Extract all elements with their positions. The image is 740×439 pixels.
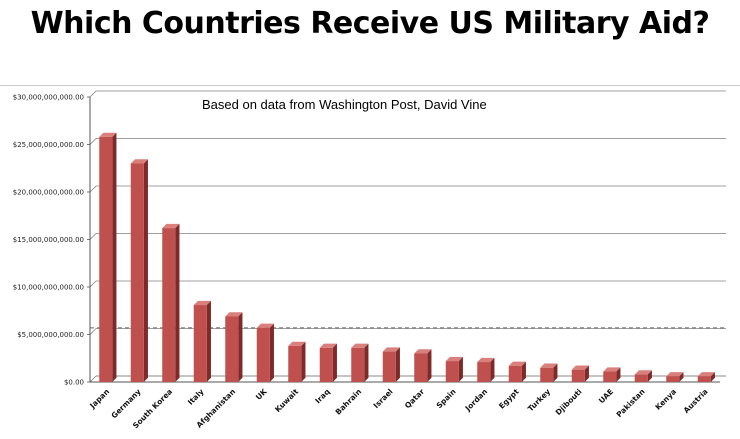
y-tick-label: $20,000,000,000.00	[13, 189, 84, 197]
bar	[666, 376, 680, 382]
bars	[99, 132, 715, 382]
bar-side	[206, 300, 211, 382]
gridline-wall	[89, 138, 97, 145]
x-tick-label: UK	[254, 386, 270, 402]
x-tick-label: Spain	[435, 387, 458, 410]
bar-top	[256, 323, 274, 328]
bar-top	[193, 300, 211, 306]
axes	[87, 96, 726, 383]
bar-side	[616, 367, 621, 382]
bar-top	[508, 361, 526, 366]
bar-side	[490, 357, 495, 382]
x-tick-label: Israel	[372, 387, 395, 410]
bar-side	[238, 312, 243, 382]
x-tick-label: Jordan	[463, 387, 489, 413]
x-tick-label: Kuwait	[273, 387, 300, 414]
y-tick-label: $25,000,000,000.00	[13, 141, 84, 149]
x-tick-label: Iraq	[313, 387, 331, 405]
bar-side	[458, 356, 463, 382]
bar	[225, 316, 239, 382]
bar	[634, 374, 648, 382]
bar	[697, 376, 711, 382]
gridline-wall	[89, 280, 97, 288]
bar-side	[710, 372, 715, 382]
bar-side	[521, 361, 526, 382]
x-tick-label: Germany	[109, 387, 142, 420]
x-tick-label: Qatar	[403, 387, 426, 410]
x-tick-label: Egypt	[497, 387, 521, 411]
bar-top	[634, 370, 652, 375]
bar-top	[603, 367, 621, 372]
x-tick-label: Turkey	[526, 387, 552, 413]
bar-top	[571, 365, 589, 370]
bar-top	[162, 223, 180, 229]
bar	[477, 362, 491, 382]
y-tick-label: $5,000,000,000.00	[17, 331, 84, 339]
bar	[351, 347, 365, 382]
bar	[540, 367, 554, 382]
bar	[382, 351, 396, 382]
bar	[603, 371, 617, 382]
bar-side	[584, 365, 589, 382]
bar	[414, 353, 428, 382]
bar-top	[540, 363, 558, 368]
x-tick-label: Bahrain	[334, 387, 364, 417]
bar	[99, 136, 113, 382]
x-tick-label: Pakistan	[615, 387, 647, 419]
x-tick-label: Italy	[186, 387, 206, 407]
y-tick-label: $15,000,000,000.00	[13, 236, 84, 244]
bar-top	[351, 343, 369, 348]
chart-frame	[0, 85, 740, 439]
bar	[445, 361, 459, 382]
bar-top	[382, 347, 400, 352]
bar-top	[288, 341, 306, 346]
bar-side	[175, 223, 180, 382]
bar-top	[477, 357, 495, 363]
bar-top	[697, 372, 715, 377]
y-tick-label: $10,000,000,000.00	[13, 284, 84, 292]
gridline-wall	[89, 328, 97, 335]
bar-side	[427, 349, 432, 382]
gridline-wall	[89, 233, 97, 240]
x-tick-label: Japan	[87, 387, 111, 411]
bar-top	[666, 372, 684, 377]
gridline-wall	[89, 90, 97, 98]
bar-side	[269, 323, 274, 382]
y-tick-label: $30,000,000,000.00	[13, 94, 84, 102]
x-tick-label: Kenya	[653, 387, 678, 412]
bar-side	[364, 343, 369, 382]
bar	[256, 327, 270, 382]
bar	[288, 345, 302, 382]
gridline-wall	[89, 185, 97, 193]
x-tick-label: UAE	[597, 387, 615, 405]
bar	[162, 228, 176, 382]
bar-side	[301, 341, 306, 382]
bar-top	[130, 159, 148, 164]
chart-annotation: Based on data from Washington Post, Davi…	[202, 97, 487, 112]
bar-side	[553, 363, 558, 382]
bar	[319, 347, 333, 382]
bar-side	[647, 370, 652, 382]
bar	[571, 369, 585, 382]
bar-top	[225, 312, 243, 317]
bar-top	[414, 349, 432, 354]
bar-side	[395, 347, 400, 382]
bar-side	[112, 132, 117, 382]
bar-side	[143, 159, 148, 382]
bar-side	[332, 343, 337, 382]
bar-top	[319, 343, 337, 348]
x-tick-label: Djibouti	[554, 387, 584, 417]
bar	[193, 305, 207, 382]
gridline-wall	[89, 375, 97, 383]
x-tick-label: Austria	[682, 387, 710, 415]
y-tick-label: $0.00	[64, 379, 84, 387]
bar	[508, 365, 522, 382]
bar	[130, 163, 144, 382]
bar-top	[99, 132, 117, 137]
gridlines	[89, 90, 726, 383]
bar-side	[679, 372, 684, 382]
bar-top	[445, 356, 463, 362]
chart-title: Which Countries Receive US Military Aid?	[30, 6, 710, 41]
